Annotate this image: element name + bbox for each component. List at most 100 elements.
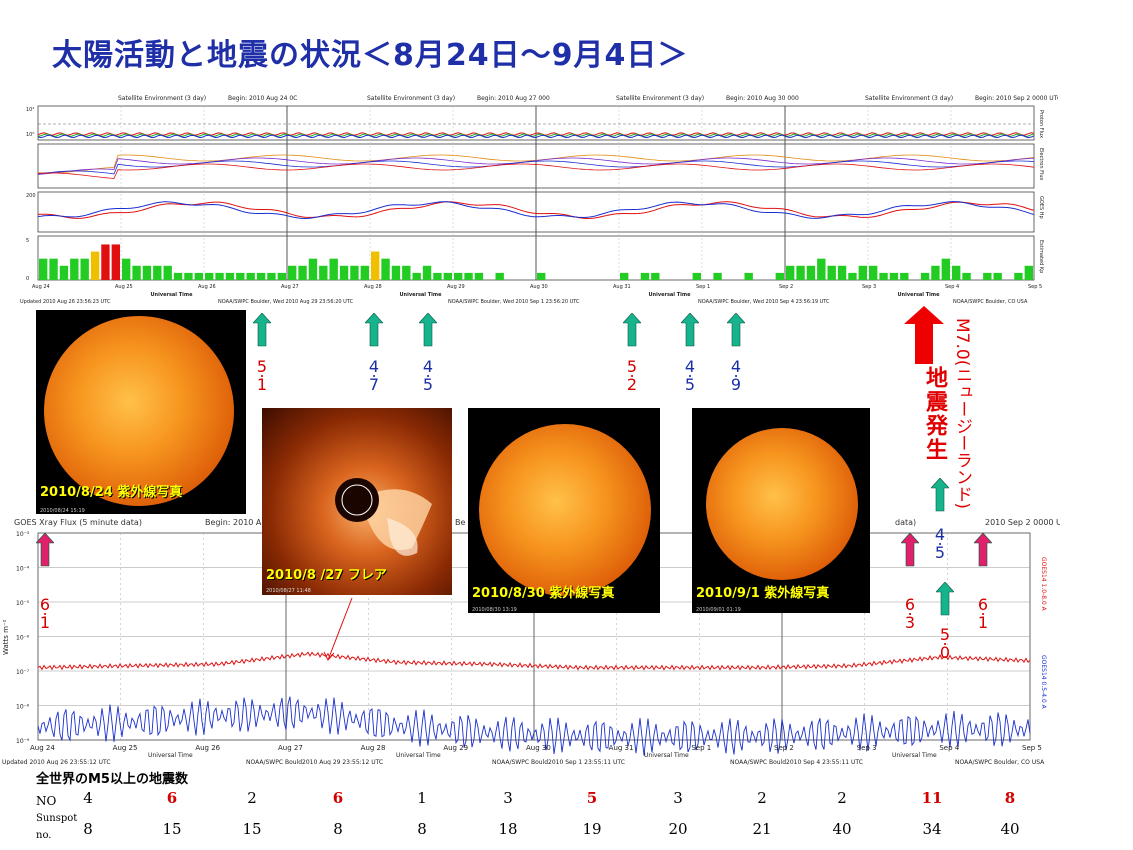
date-tick-label: Aug 29: [447, 284, 465, 290]
quake-arrow-icon: [419, 313, 437, 347]
xray-legend-blue: GOES14 0.5-4.0 A: [1040, 655, 1047, 710]
xray-date-tick: Sep 5: [1022, 744, 1042, 752]
xray-date-tick: Sep 3: [857, 744, 877, 752]
earthquake-count-cell: 2: [837, 789, 847, 807]
kp-bar: [49, 258, 58, 280]
arrow-shape: [365, 313, 383, 347]
xray-date-tick: Aug 29: [443, 744, 468, 752]
date-tick-label: Aug 28: [364, 284, 382, 290]
xray-date-tick: Aug 25: [113, 744, 138, 752]
photo-caption: 2010/8/24 紫外線写真: [40, 485, 183, 500]
xray-date-tick: Aug 27: [278, 744, 303, 752]
xray-ytick-label: 10⁻⁶: [16, 635, 30, 642]
xray-axis-label: Universal Time: [892, 752, 937, 759]
date-tick-label: Sep 3: [862, 284, 876, 290]
arrow-shape: [936, 582, 954, 616]
panel-footer: NOAA/SWPC Boulder, CO USA: [953, 299, 1028, 305]
kp-bar: [869, 265, 878, 280]
kp-bar: [692, 272, 701, 280]
earthquake-count-cell: 3: [503, 789, 513, 807]
arrow-shape: [681, 313, 699, 347]
kp-bar: [80, 258, 89, 280]
xray-series-line: [37, 696, 1031, 756]
sunspot-number-cell: 40: [832, 820, 852, 838]
quake-arrow-icon: [365, 313, 383, 347]
kp-bar: [837, 265, 847, 280]
arrow-shape: [974, 533, 992, 567]
kp-bar: [236, 272, 245, 280]
kp-bar: [59, 265, 69, 280]
ytick-label: 200: [26, 193, 36, 199]
quake-magnitude-digit: 5: [939, 625, 951, 644]
kp-bar: [952, 265, 961, 280]
quake-magnitude-digit: 5: [256, 357, 268, 376]
earthquake-count-cell: 4: [83, 789, 93, 807]
quake-magnitude-digit: .: [425, 362, 431, 381]
axis-label: Universal Time: [400, 292, 443, 298]
kp-bar: [941, 258, 950, 280]
quake-magnitude-digit: 4: [684, 357, 696, 376]
kp-bar: [173, 272, 183, 280]
earthquake-count-cell: 1: [417, 789, 427, 807]
satellite-environment-panel: Satellite Environment (3 day) Begin: 2010…: [8, 92, 1061, 306]
quake-magnitude-digit: 5: [626, 357, 638, 376]
panel-header-begin: Begin: 2010 Aug 24 0C: [228, 95, 297, 102]
axis-label: Universal Time: [151, 292, 194, 298]
xray-axis-label: Universal Time: [644, 752, 689, 759]
date-tick-label: Aug 25: [115, 284, 133, 290]
kp-bar: [640, 272, 650, 280]
sunspot-number-cell: 8: [83, 820, 93, 838]
big-quake-arrow: [904, 306, 944, 364]
ytick-label: 10⁴: [26, 107, 34, 113]
quake-magnitude-digit: 6: [904, 595, 916, 614]
kp-bar: [308, 258, 318, 280]
earthquake-count-cell: 8: [1004, 789, 1016, 807]
kp-bar: [983, 272, 992, 280]
arrow-shape: [901, 533, 919, 567]
kp-bar: [900, 272, 909, 280]
kp-bar: [443, 272, 452, 280]
panel-header-title: Satellite Environment (3 day): [367, 95, 455, 102]
sunspot-number-cell: 18: [498, 820, 518, 838]
earthquake-count-cell: 5: [586, 789, 598, 807]
quake-magnitude-digit: 5: [684, 375, 696, 394]
kp-bar: [205, 272, 214, 280]
quake-magnitude-digit: 3: [904, 613, 916, 632]
kp-bar: [651, 272, 660, 280]
satellite-environment-chart: Satellite Environment (3 day) Begin: 2010…: [20, 95, 1061, 305]
sunspot-number-cell: 21: [752, 820, 772, 838]
kp-bar: [713, 272, 722, 280]
xray-header-partial: Be: [455, 518, 465, 527]
kp-bar: [1014, 272, 1023, 280]
xray-ylabel: Watts m⁻²: [2, 619, 10, 655]
page-title: 太陽活動と地震の状況＜8月24日～9月4日＞: [52, 38, 689, 73]
earthquake-count-cell: 6: [166, 789, 178, 807]
row-label-sunspot-no: no.: [36, 830, 52, 841]
earthquake-count-cell: 11: [921, 789, 943, 807]
sun-photo-aug24: 2010/8/24 紫外線写真 2010/08/24 15:19: [36, 310, 246, 514]
ytick-label: 0: [26, 276, 29, 282]
sun-disk: [479, 424, 651, 596]
arrow-shape: [727, 313, 745, 347]
xray-date-tick: Aug 31: [609, 744, 634, 752]
kp-bar: [246, 272, 255, 280]
axis-label: Universal Time: [898, 292, 941, 298]
panel-header-begin: Begin: 2010 Aug 30 000: [726, 95, 799, 102]
proton-flux-line: [37, 134, 1035, 139]
quake-arrow-icon: [727, 313, 745, 347]
quake-magnitude-digit: 1: [39, 613, 51, 632]
panel-footer: Updated 2010 Aug 26 23:56:23 UTC: [20, 299, 111, 305]
ytick-label: 10⁰: [26, 132, 34, 138]
quake-magnitude-digit: 4: [368, 357, 380, 376]
quake-arrow-icon: [936, 582, 954, 616]
date-tick-label: Sep 2: [779, 284, 793, 290]
xray-date-tick: Aug 24: [30, 744, 55, 752]
sunspot-number-cell: 15: [242, 820, 262, 838]
photo-timestamp: 2010/08/30 13:19: [472, 607, 517, 613]
quake-magnitude-digit: .: [942, 630, 948, 649]
xray-date-tick: Sep 4: [939, 744, 959, 752]
xray-header-title: GOES Xray Flux (5 minute data): [14, 518, 142, 527]
kp-bar: [225, 272, 235, 280]
quake-arrow-icon: [931, 478, 949, 512]
kp-bar: [474, 272, 484, 280]
